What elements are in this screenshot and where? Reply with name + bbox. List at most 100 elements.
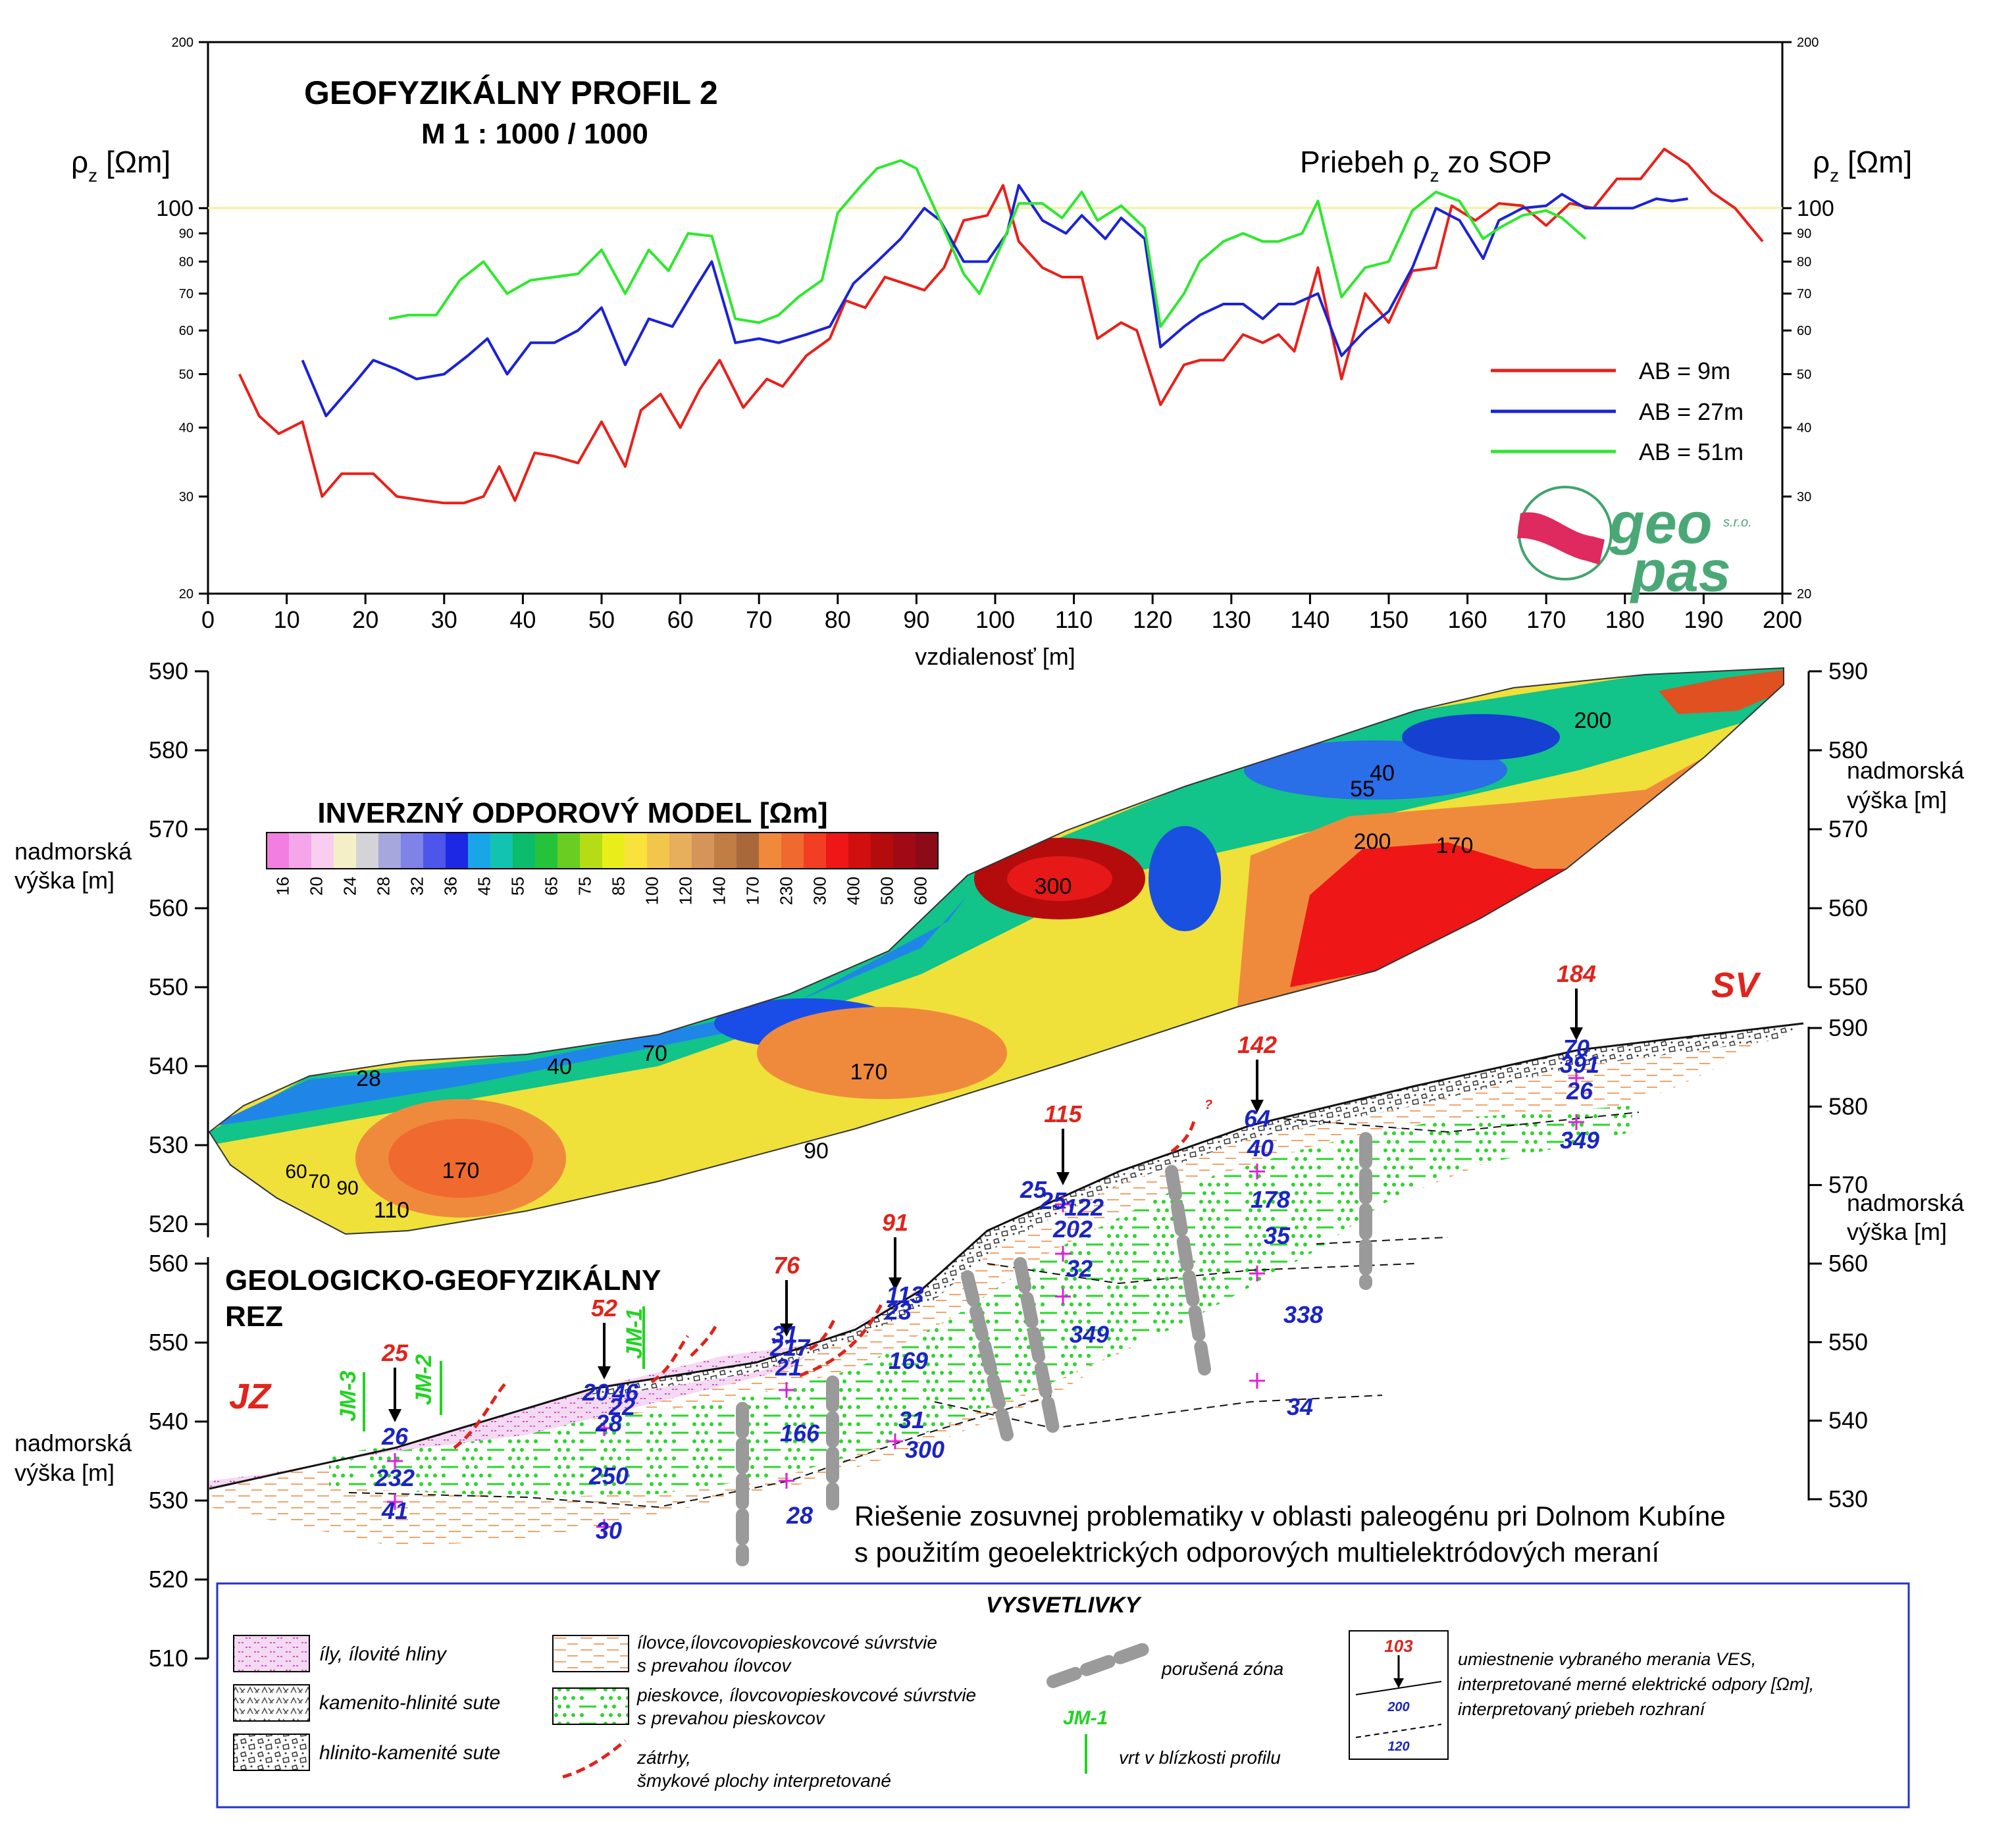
color-scale-label: 140 (710, 877, 729, 905)
color-scale-label: 28 (374, 877, 394, 896)
ves-resistivity-value: 391 (1560, 1051, 1599, 1078)
ves-interface-cross (779, 1382, 794, 1398)
color-scale-cell (557, 833, 581, 869)
legend-ves-arrowhead (1393, 1678, 1404, 1688)
ves-resistivity-value: 41 (381, 1497, 408, 1524)
x-tick-label: 150 (1369, 606, 1409, 633)
logo-text-sro: s.r.o. (1723, 515, 1752, 530)
section-y-tick-label: 520 (149, 1566, 188, 1593)
ves-id-label: 52 (591, 1295, 617, 1322)
color-scale-cell (334, 833, 357, 869)
color-scale-cell (669, 833, 692, 869)
y-tick-label-left: 50 (179, 368, 194, 382)
legend-box: VYSVETLIVKY íly, ílovité hliny kamenito-… (216, 1582, 1910, 1809)
fault-zone (961, 1270, 1014, 1441)
terrain-surface (209, 1022, 1804, 1490)
y-tick-label-right: 200 (1797, 36, 1819, 50)
ves-arrowhead (1570, 1027, 1583, 1041)
elev-label-left-4: výška [m] (14, 1459, 115, 1486)
x-tick-label: 200 (1763, 606, 1802, 633)
ves-resistivity-value: 25 (1039, 1187, 1067, 1214)
color-scale-cell (580, 833, 603, 869)
elev-label-left-2: výška [m] (14, 867, 115, 894)
ves-resistivity-value: 31 (898, 1406, 925, 1433)
contour-label: 60 (285, 1161, 307, 1183)
logo-text-pas: pas (1630, 538, 1731, 604)
ves-resistivity-value: 70 (1563, 1035, 1590, 1062)
ves-id-label: 25 (381, 1339, 409, 1366)
ves-resistivity-value: 26 (381, 1423, 409, 1450)
legend-swatch-hlin (233, 1734, 310, 1771)
legend-text-ves-3: interpretovaný priebeh rozhraní (1458, 1699, 1707, 1719)
ves-id-label: 142 (1237, 1031, 1277, 1058)
section-y-tick-label: 530 (149, 1487, 188, 1514)
slip-surface (453, 1381, 508, 1449)
ves-arrowhead (889, 1277, 902, 1291)
ves-resistivity-value: 23 (885, 1298, 912, 1325)
color-scale-cell (535, 833, 558, 869)
color-scale-bar: 16 20 24 28 32 36 45 55 65 75 85 100 120 140 170 230 300… (266, 832, 939, 905)
ves-resistivity-value: 26 (1566, 1077, 1593, 1104)
legend-text-kam: kamenito-hlinité sute (319, 1692, 500, 1714)
legend-label-ab51: AB = 51m (1639, 438, 1744, 465)
color-scale-cell (826, 833, 849, 869)
model-orange-lens-mid (757, 1007, 1007, 1099)
elev-label-left-1: nadmorská (14, 838, 132, 865)
x-tick-label: 190 (1684, 606, 1723, 633)
ves-resistivity-value: 64 (1244, 1105, 1270, 1132)
ves-resistivity-value: 32 (1066, 1255, 1093, 1282)
sop-line-chart: 0 10 20 30 40 50 60 70 80 90 100 110 120 130 140 150 160… (156, 36, 1834, 633)
x-axis-label: vzdialenosť [m] (915, 643, 1075, 670)
y-tick-label-left: 40 (179, 421, 194, 436)
contour-label: 28 (356, 1066, 381, 1091)
contour-label: 200 (1354, 829, 1391, 854)
color-scale-label: 16 (273, 877, 293, 896)
y-tick-label-right: 70 (1797, 287, 1811, 301)
x-tick-label: 90 (903, 606, 929, 633)
color-scale-cell (513, 833, 536, 869)
ves-interface-cross (596, 1420, 612, 1436)
ves-resistivity-value: 113 (886, 1281, 923, 1308)
x-tick-label: 120 (1133, 606, 1172, 633)
interface-line-5 (1316, 1237, 1449, 1245)
legend-ves-interface (1355, 1724, 1442, 1738)
legend-text-zatrhy-1: zátrhy, (636, 1747, 691, 1768)
color-scale-cell (602, 833, 625, 869)
contour-label: 170 (442, 1158, 480, 1183)
geopas-logo: geo pas s.r.o. (1517, 486, 1752, 604)
color-scale-cell (737, 833, 760, 869)
color-scale-label: 75 (575, 877, 595, 896)
contour-label: 200 (1574, 708, 1612, 733)
legend-ves-val1: 200 (1387, 1700, 1409, 1714)
model-axis-ticks: 520 530 540 550 560 570 580 590 550 560 570 580 590 (149, 657, 1868, 1237)
y-tick-label-right: 90 (1797, 227, 1811, 242)
y-tick-label-left: 100 (156, 196, 194, 221)
color-scale-label: 24 (340, 877, 360, 896)
ves-interface-cross (887, 1433, 903, 1449)
color-scale-label: 32 (407, 877, 427, 896)
direction-left: JZ (229, 1377, 272, 1416)
x-tick-label: 80 (825, 606, 851, 633)
model-contour-labels: 300 200 200 170 170 170 110 90 70 40 40 … (285, 708, 1611, 1223)
legend-ves-surface (1355, 1681, 1442, 1695)
legend-text-ilovce-1: ílovce,ílovcovopieskovcové súvrstvie (637, 1632, 937, 1653)
x-tick-label: 170 (1526, 606, 1566, 633)
slip-surface (808, 1315, 838, 1351)
ves-resistivity-value: 349 (1560, 1127, 1599, 1154)
x-tick-label: 160 (1448, 606, 1487, 633)
color-scale-label: 170 (743, 877, 763, 905)
model-orange-core-left (388, 1119, 533, 1198)
y-tick-label-right: 20 (1797, 587, 1811, 602)
ves-resistivity-value: 122 (1064, 1194, 1104, 1221)
x-tick-label: 20 (352, 606, 378, 633)
elev-label-left-3: nadmorská (14, 1429, 132, 1456)
ves-arrowhead (388, 1409, 401, 1422)
legend-frame (216, 1582, 1910, 1809)
contour-label: 300 (1035, 874, 1072, 899)
section-y-tick-label-right: 590 (1828, 1014, 1868, 1041)
elev-label-right-4: výška [m] (1847, 1218, 1947, 1245)
model-y-tick-label: 530 (149, 1131, 188, 1158)
ves-interface-cross (1249, 1266, 1265, 1281)
